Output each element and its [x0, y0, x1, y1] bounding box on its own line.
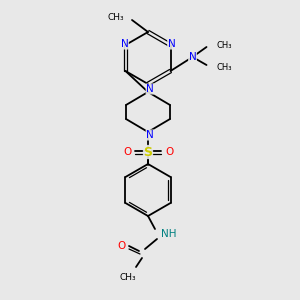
- Text: N: N: [121, 39, 128, 49]
- Text: CH₃: CH₃: [107, 13, 124, 22]
- Text: CH₃: CH₃: [120, 274, 136, 283]
- Text: N: N: [146, 130, 154, 140]
- Text: CH₃: CH₃: [217, 62, 232, 71]
- Text: CH₃: CH₃: [217, 40, 232, 50]
- Text: N: N: [189, 52, 196, 62]
- Text: O: O: [123, 147, 131, 157]
- Text: N: N: [146, 84, 154, 94]
- Text: S: S: [143, 146, 152, 158]
- Text: O: O: [117, 241, 125, 251]
- Text: NH: NH: [161, 229, 176, 239]
- Text: N: N: [168, 39, 176, 49]
- Text: O: O: [165, 147, 173, 157]
